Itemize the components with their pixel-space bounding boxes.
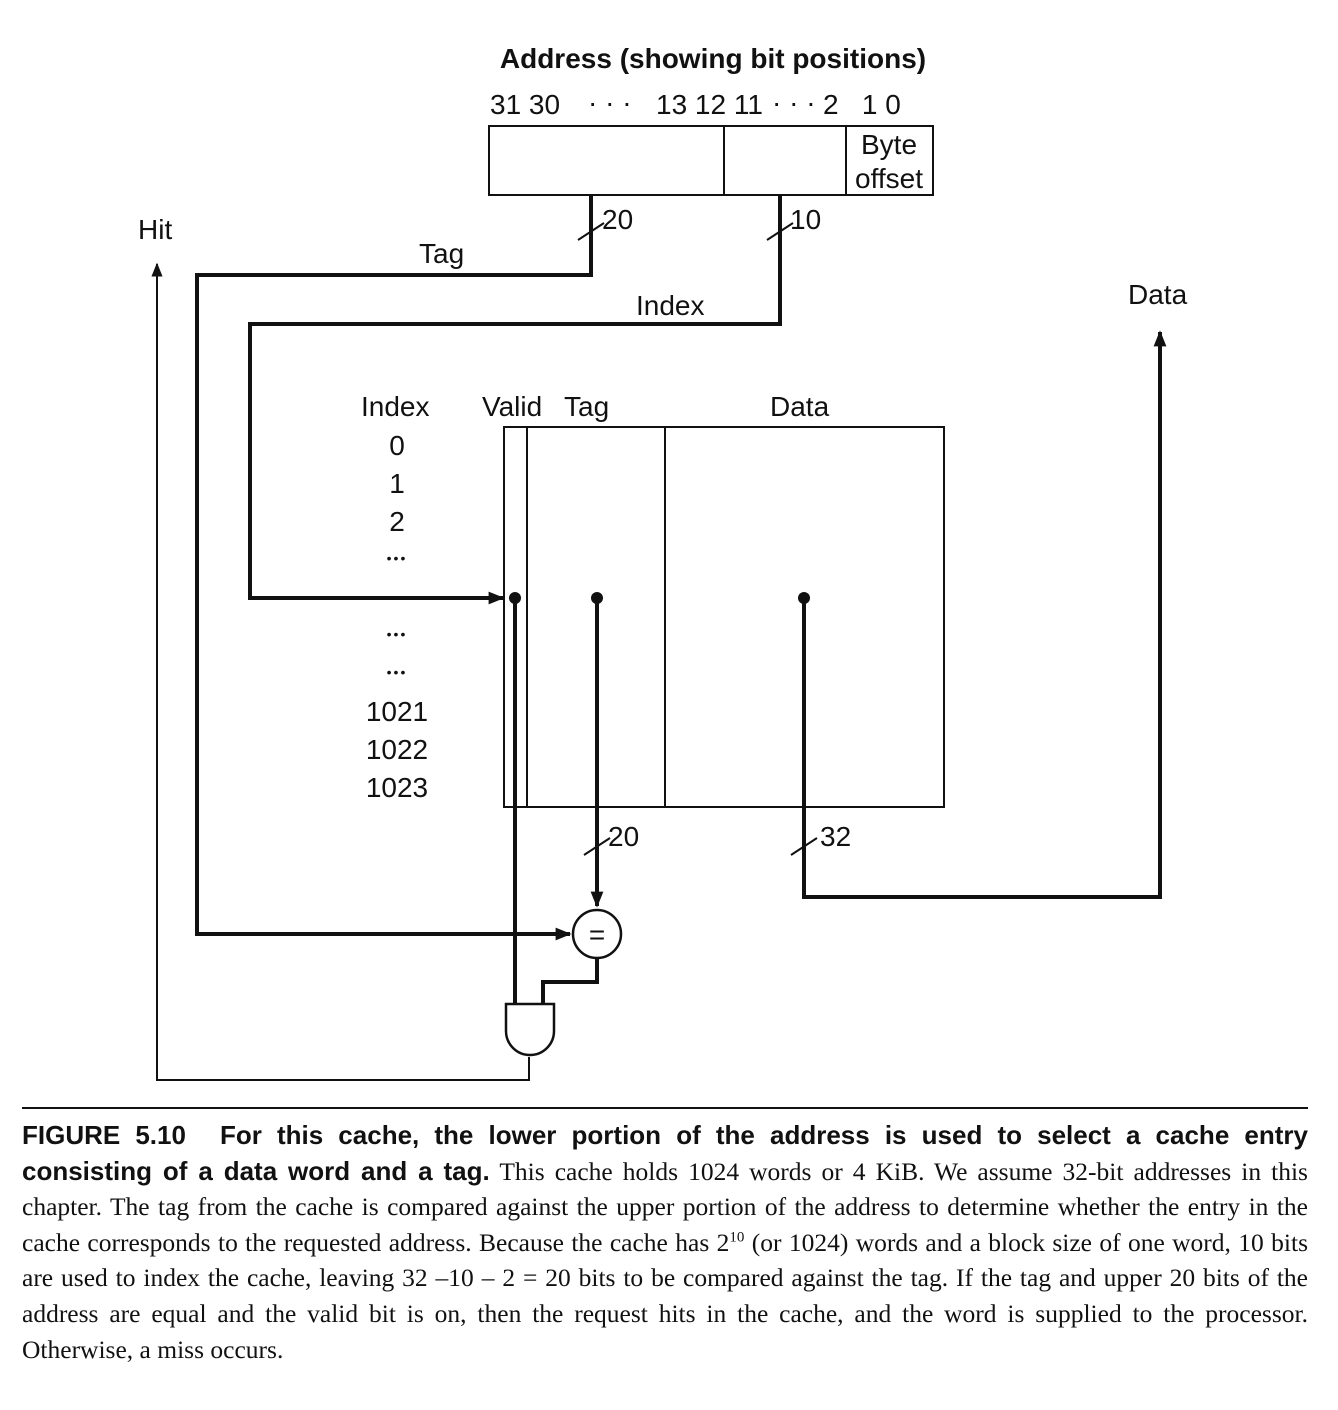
cache-col-tag: Tag	[564, 391, 609, 422]
caption-body-1: This cache holds 1024 words or 4 KiB. We…	[22, 1156, 1308, 1257]
cache-row-index-label: 1021	[366, 696, 428, 727]
index-wire	[248, 195, 782, 605]
bit-positions-mid: 13 12 11	[656, 89, 763, 120]
cache-col-data: Data	[770, 391, 830, 422]
tag-compare-width-slash	[583, 837, 611, 856]
and-gate	[504, 1002, 556, 1057]
data-width-label: 32	[820, 821, 851, 852]
tag-width-label: 20	[602, 204, 633, 235]
figure-title: For this cache, the lower portion of the…	[22, 1120, 1308, 1186]
hit-label: Hit	[138, 214, 172, 245]
cache-row-index-label: 1022	[366, 734, 428, 765]
index-width-slash	[766, 222, 794, 241]
cache-row-index-label: 1	[389, 468, 405, 499]
cache-row-index-label: 0	[389, 430, 405, 461]
byte-offset-label-line1: Byte	[861, 129, 917, 160]
caption-rule	[22, 1107, 1308, 1109]
cache-row-index-label: •••	[387, 550, 408, 566]
valid-tap-dot	[509, 592, 521, 604]
figure-label: FIGURE 5.10	[22, 1120, 186, 1150]
data-output-label: Data	[1128, 279, 1188, 310]
cache-row-index-label: 1023	[366, 772, 428, 803]
tag-compare-width-label: 20	[608, 821, 639, 852]
cache-table	[503, 426, 945, 808]
data-tap-dot	[798, 592, 810, 604]
comparator-symbol: =	[589, 919, 605, 950]
caption-superscript: 10	[729, 1229, 745, 1246]
tag-wire-label: Tag	[419, 238, 464, 269]
cache-row-index-label: •••	[387, 626, 408, 642]
address-register	[488, 125, 934, 196]
data-width-slash	[790, 837, 818, 856]
data-out-wire	[802, 330, 1167, 899]
tag-width-slash	[577, 222, 605, 241]
cache-row-index-label: •••	[387, 664, 408, 680]
cache-col-index: Index	[361, 391, 430, 422]
cache-diagram: Address (showing bit positions) 31 30 · …	[138, 43, 1188, 1081]
byte-offset-label-line2: offset	[855, 163, 923, 194]
cache-row-index-label: 2	[389, 506, 405, 537]
bit-positions-dots-1: · · ·	[588, 87, 632, 118]
address-title: Address (showing bit positions)	[500, 43, 926, 74]
bit-positions-low: 2 1 0	[823, 89, 901, 120]
cache-col-valid: Valid	[482, 391, 542, 422]
bit-positions-high: 31 30	[490, 89, 560, 120]
comparator-out-wire	[541, 958, 599, 1004]
tag-wire	[195, 195, 593, 941]
caption-body-2: (or 1024) words and a block size of one …	[22, 1227, 1309, 1364]
index-wire-label: Index	[636, 290, 705, 321]
tag-tap-dot	[591, 592, 603, 604]
figure-caption: FIGURE 5.10 For this cache, the lower por…	[22, 1118, 1308, 1367]
hit-wire	[151, 262, 530, 1081]
index-width-label: 10	[790, 204, 821, 235]
bit-positions-dots-2: · · ·	[772, 87, 816, 118]
